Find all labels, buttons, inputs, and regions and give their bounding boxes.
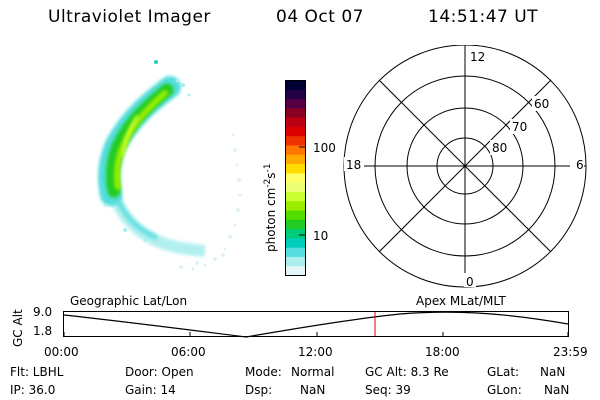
door-status: Door: Open [125, 365, 194, 379]
polar-grid: 12 0 18 6 60 70 80 [343, 45, 587, 289]
aurora-scatter [103, 79, 191, 242]
colorbar-segment [285, 108, 306, 119]
altplot-left-label: Geographic Lat/Lon [70, 294, 188, 308]
colorbar-unit-label: photon cm-2s-1 [263, 163, 278, 252]
x-tick-0000: 00:00 [44, 345, 79, 359]
aurora-main-arc [97, 76, 181, 206]
colorbar-segment [285, 201, 306, 211]
mlt-label-18: 18 [346, 158, 361, 172]
mode-value: Normal [291, 365, 335, 379]
glat-value: NaN [540, 365, 566, 379]
colorbar-segment [285, 219, 306, 230]
gain-status: Gain: 14 [125, 383, 176, 397]
glon-label: GLon: [487, 383, 522, 397]
colorbar-segment [285, 117, 306, 128]
aurora-lower-arc [109, 193, 206, 257]
altplot-right-label: Apex MLat/MLT [416, 294, 506, 308]
x-tick-0600: 06:00 [171, 345, 206, 359]
altplot-y-bottom: 1.8 [33, 324, 53, 338]
colorbar-segment [285, 99, 306, 109]
altitude-curve [63, 311, 569, 338]
x-tick-1200: 12:00 [298, 345, 333, 359]
colorbar-segment [285, 247, 306, 258]
altplot-frame [63, 311, 569, 337]
aurora-faint-ring [179, 133, 242, 271]
mlt-label-0: 0 [466, 275, 474, 289]
seq-status: Seq: 39 [365, 383, 411, 397]
colorbar-tick-10: 10 [313, 229, 329, 243]
dsp-label: Dsp: [245, 383, 273, 397]
x-tick-1800: 18:00 [425, 345, 460, 359]
colorbar-segment [285, 238, 306, 249]
colorbar-segment [285, 89, 306, 100]
mode-label: Mode: [245, 365, 282, 379]
ip-status: IP: 36.0 [10, 383, 56, 397]
lat-label-70: 70 [512, 120, 527, 134]
colorbar-segment [285, 80, 306, 91]
filter-status: Flt: LBHL [10, 365, 64, 379]
dsp-value: NaN [300, 383, 326, 397]
colorbar-segment [285, 182, 306, 193]
colorbar-segment [285, 136, 306, 146]
colorbar-segment [285, 210, 306, 221]
colorbar-segment [285, 191, 306, 202]
mlt-label-6: 6 [576, 158, 584, 172]
x-tick-2359: 23:59 [553, 345, 588, 359]
colorbar-segment [285, 266, 306, 276]
colorbar-segment [285, 229, 306, 239]
glon-value: NaN [544, 383, 570, 397]
polar-diagonal-2 [378, 79, 552, 253]
lat-label-60: 60 [534, 97, 549, 111]
colorbar-segment [285, 145, 306, 156]
colorbar-segment [285, 173, 306, 184]
colorbar-segment [285, 154, 306, 165]
aurora-speck [154, 60, 158, 64]
colorbar-tick-100: 100 [313, 141, 336, 155]
colorbar-segment [285, 256, 306, 267]
colorbar [285, 80, 306, 276]
altplot-ylabel: GC Alt [11, 309, 25, 347]
gc-alt-status: GC Alt: 8.3 Re [365, 365, 449, 379]
glat-label: GLat: [487, 365, 520, 379]
colorbar-segment [285, 164, 306, 174]
altplot-y-top: 9.0 [33, 305, 53, 319]
instrument-title: Ultraviolet Imager [48, 7, 211, 27]
mlt-label-12: 12 [470, 50, 485, 64]
auroral-image [97, 60, 242, 271]
lat-label-80: 80 [492, 141, 507, 155]
image-date: 04 Oct 07 [276, 7, 364, 27]
image-time: 14:51:47 UT [428, 7, 539, 27]
colorbar-segment [285, 126, 306, 137]
altitude-plot [63, 311, 569, 338]
